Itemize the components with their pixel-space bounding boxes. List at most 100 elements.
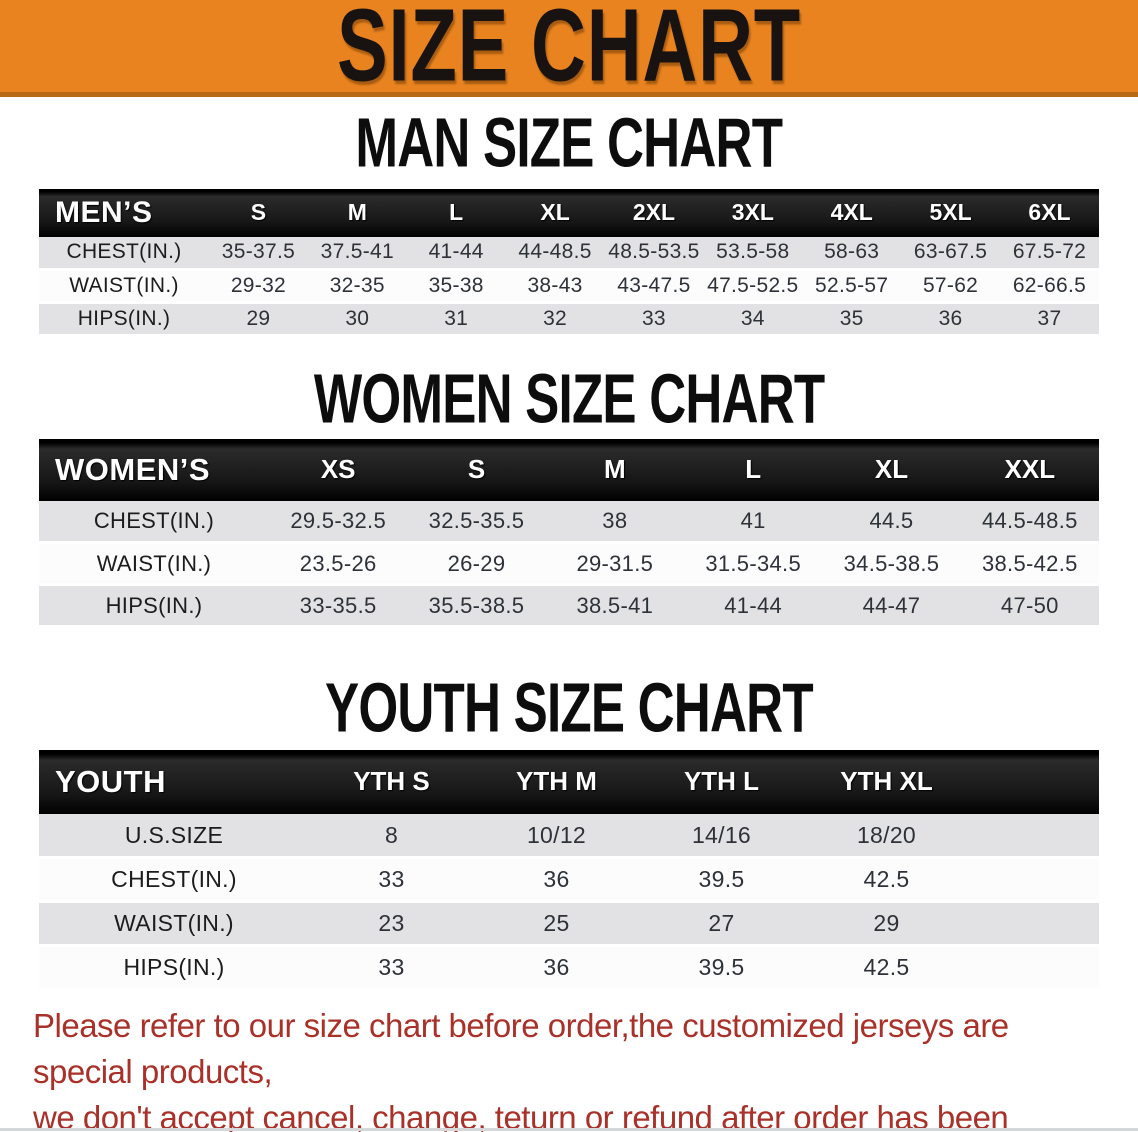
men-table-header: MEN’S S M L XL 2XL 3XL 4XL 5XL 6XL: [39, 188, 1099, 237]
corner-label: YOUTH: [39, 749, 309, 814]
row-label: HIPS(IN.): [39, 302, 209, 338]
column-header: YTH S: [309, 749, 474, 814]
women-table-body: CHEST(IN.) 29.5-32.5 32.5-35.5 38 41 44.5 44.5…: [39, 500, 1099, 629]
size-value: 47-50: [960, 584, 1099, 629]
size-value: 62-66.5: [1000, 269, 1099, 305]
size-value: 10/12: [474, 813, 639, 860]
women-table-header: WOMEN’S XS S M L XL XXL: [39, 438, 1099, 501]
size-value: 31: [406, 302, 506, 338]
size-value: 29-32: [209, 269, 308, 305]
size-value: 32-35: [307, 269, 407, 305]
footer-note: Please refer to our size chart before or…: [33, 1003, 1105, 1132]
row-label: HIPS(IN.): [39, 945, 309, 992]
size-value: 35-37.5: [209, 236, 308, 272]
size-value: 57-62: [901, 269, 1000, 305]
size-value: 44.5: [822, 500, 961, 545]
size-value: 38: [545, 500, 684, 545]
size-value: 33: [309, 857, 474, 904]
size-value: 18/20: [804, 813, 969, 860]
column-header: YTH XL: [804, 749, 969, 814]
size-value: 33-35.5: [269, 584, 408, 629]
column-header: YTH L: [639, 749, 804, 814]
header-row: MEN’S S M L XL 2XL 3XL 4XL 5XL 6XL: [39, 188, 1099, 237]
column-header: L: [406, 188, 506, 237]
table-row: WAIST(IN.) 23.5-26 26-29 29-31.5 31.5-34.5 34…: [39, 542, 1099, 587]
table-row: CHEST(IN.) 33 36 39.5 42.5: [39, 857, 1099, 904]
size-value: 58-63: [802, 236, 902, 272]
youth-table-header: YOUTH YTH S YTH M YTH L YTH XL: [39, 749, 1099, 814]
size-value: 29: [209, 302, 308, 338]
column-header: XL: [822, 438, 961, 501]
men-heading-text: MAN SIZE CHART: [355, 104, 784, 182]
corner-label: MEN’S: [39, 188, 209, 237]
men-size-table: MEN’S S M L XL 2XL 3XL 4XL 5XL 6XL CHEST(IN.) 35-3…: [39, 188, 1099, 338]
filler-cell: [969, 813, 1099, 860]
filler-cell: [969, 857, 1099, 904]
size-value: 39.5: [639, 857, 804, 904]
filler-cell: [969, 749, 1099, 814]
women-heading-text: WOMEN SIZE CHART: [313, 360, 825, 438]
size-value: 29: [804, 901, 969, 948]
column-header: S: [407, 438, 546, 501]
size-value: 47.5-52.5: [703, 269, 803, 305]
size-value: 37.5-41: [307, 236, 407, 272]
size-value: 29.5-32.5: [269, 500, 408, 545]
size-value: 52.5-57: [802, 269, 902, 305]
size-value: 36: [901, 302, 1000, 338]
row-label: U.S.SIZE: [39, 813, 309, 860]
table-row: U.S.SIZE 8 10/12 14/16 18/20: [39, 813, 1099, 860]
table-row: WAIST(IN.) 29-32 32-35 35-38 38-43 43-47.5 47.…: [39, 269, 1099, 305]
size-value: 38.5-41: [545, 584, 684, 629]
footer-line-2: we don't accept cancel, change, teturn o…: [33, 1099, 1009, 1132]
size-value: 29-31.5: [545, 542, 684, 587]
size-value: 44.5-48.5: [960, 500, 1099, 545]
corner-label: WOMEN’S: [39, 438, 269, 501]
column-header: S: [209, 188, 308, 237]
header-row: YOUTH YTH S YTH M YTH L YTH XL: [39, 749, 1099, 814]
size-value: 27: [639, 901, 804, 948]
youth-heading-text: YOUTH SIZE CHART: [325, 669, 814, 748]
row-label: CHEST(IN.): [39, 500, 269, 545]
size-value: 32: [505, 302, 605, 338]
size-value: 25: [474, 901, 639, 948]
size-value: 14/16: [639, 813, 804, 860]
size-value: 38-43: [505, 269, 605, 305]
size-value: 41: [683, 500, 823, 545]
table-row: CHEST(IN.) 35-37.5 37.5-41 41-44 44-48.5 48.5…: [39, 236, 1099, 272]
youth-table-body: U.S.SIZE 8 10/12 14/16 18/20 CHEST(IN.) 33 36 39…: [39, 813, 1099, 992]
women-section-heading: WOMEN SIZE CHART: [0, 360, 1138, 438]
banner-title: SIZE CHART: [337, 0, 801, 103]
table-row: HIPS(IN.) 33 36 39.5 42.5: [39, 945, 1099, 992]
size-value: 48.5-53.5: [604, 236, 704, 272]
row-label: WAIST(IN.): [39, 901, 309, 948]
size-value: 31.5-34.5: [683, 542, 823, 587]
column-header: 2XL: [604, 188, 704, 237]
table-row: WAIST(IN.) 23 25 27 29: [39, 901, 1099, 948]
column-header: M: [307, 188, 407, 237]
size-value: 30: [307, 302, 407, 338]
size-value: 44-47: [822, 584, 961, 629]
size-value: 63-67.5: [901, 236, 1000, 272]
size-value: 43-47.5: [604, 269, 704, 305]
row-label: CHEST(IN.): [39, 236, 209, 272]
filler-cell: [969, 901, 1099, 948]
size-value: 41-44: [683, 584, 823, 629]
size-value: 53.5-58: [703, 236, 803, 272]
size-value: 41-44: [406, 236, 506, 272]
filler-cell: [969, 945, 1099, 992]
size-value: 26-29: [407, 542, 546, 587]
men-section-heading: MAN SIZE CHART: [0, 104, 1138, 182]
size-value: 67.5-72: [1000, 236, 1099, 272]
column-header: L: [683, 438, 823, 501]
size-value: 37: [1000, 302, 1099, 338]
women-size-table: WOMEN’S XS S M L XL XXL CHEST(IN.) 29.5-32.5 32.…: [39, 438, 1099, 629]
column-header: M: [545, 438, 684, 501]
youth-section-heading: YOUTH SIZE CHART: [0, 669, 1138, 748]
size-value: 44-48.5: [505, 236, 605, 272]
column-header: XS: [269, 438, 408, 501]
column-header: 3XL: [703, 188, 803, 237]
size-value: 8: [309, 813, 474, 860]
row-label: HIPS(IN.): [39, 584, 269, 629]
row-label: WAIST(IN.): [39, 269, 209, 305]
